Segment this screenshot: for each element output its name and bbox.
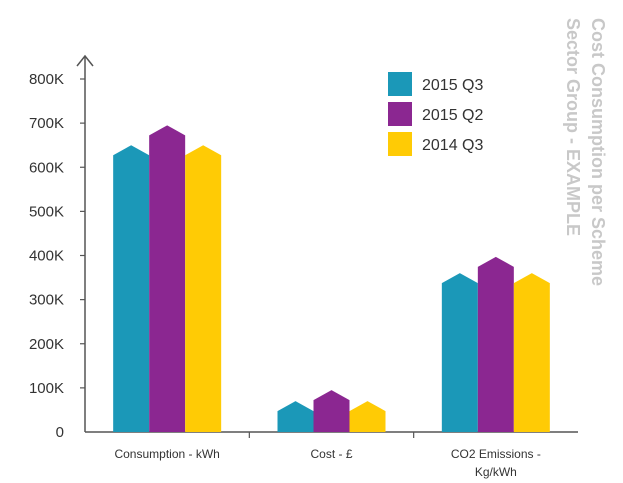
y-tick-label: 600K [29,159,64,176]
x-tick-label: Consumption - kWh [114,447,219,461]
y-axis: 0 100K 200K 300K 400K 500K 600K 700K 800K [29,54,94,441]
bar [513,273,550,432]
legend-swatch [388,132,412,156]
legend: 2015 Q3 2015 Q2 2014 Q3 [388,72,483,156]
chart-title-group: Cost Consumption per Scheme Sector Group… [563,18,608,286]
x-tick-label: CO2 Emissions - [451,447,541,461]
legend-swatch [388,102,412,126]
y-tick-label: 100K [29,380,64,397]
legend-label: 2015 Q3 [422,77,483,94]
y-tick-label: 200K [29,336,64,353]
y-tick-label: 300K [29,292,64,309]
x-tick-label: Kg/kWh [475,465,517,479]
y-tick-label: 500K [29,203,64,220]
x-axis [85,431,578,438]
bar [441,273,478,432]
bar [349,401,386,432]
y-axis-arrow [76,54,94,67]
legend-swatch [388,72,412,96]
bar [185,145,222,432]
chart-subtitle: Sector Group - EXAMPLE [563,18,583,236]
y-tick-label: 400K [29,248,64,265]
bar [277,401,314,432]
y-tick-label: 800K [29,71,64,88]
legend-label: 2015 Q2 [422,107,483,124]
bar [149,125,186,433]
x-tick-label: Cost - £ [310,447,352,461]
bars [113,125,550,433]
bar [113,145,150,432]
legend-label: 2014 Q3 [422,137,483,154]
y-tick-label: 700K [29,115,64,132]
y-tick-label: 0 [56,424,64,441]
bar [313,390,350,432]
x-tick-labels: Consumption - kWh Cost - £ CO2 Emissions -… [114,447,540,479]
bar [477,256,514,432]
chart-title: Cost Consumption per Scheme [588,18,608,286]
